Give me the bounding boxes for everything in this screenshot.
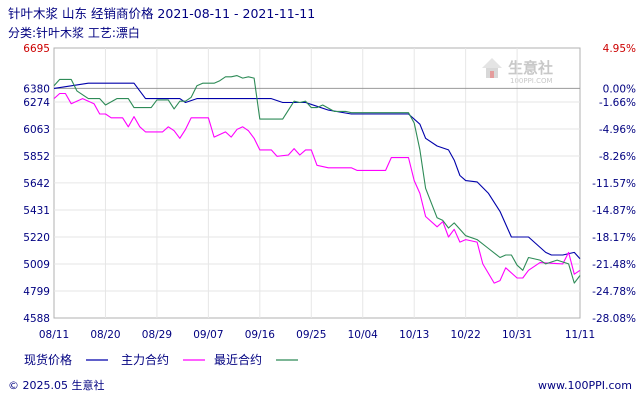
- y-tick-label-right: -28.08%: [592, 313, 636, 325]
- x-tick-label: 08/20: [90, 329, 120, 341]
- x-axis: 08/11 08/20 08/29 09/07 09/16 09/25 10/04 10/13…: [39, 329, 595, 341]
- x-tick-label: 10/31: [502, 329, 532, 341]
- y-tick-label-right: 0.00%: [603, 83, 636, 95]
- footer-url: www.100PPI.com: [538, 379, 632, 392]
- y-tick-label-left: 6380: [23, 83, 50, 95]
- y-axis-left: 6695 6380 6274 6063 5852 5642 5431 5220 5009 4799…: [23, 43, 50, 325]
- footer-copyright: © 2025.05 生意社: [8, 378, 104, 392]
- legend-label-main: 主力合约: [121, 352, 169, 367]
- y-tick-label-right: -11.57%: [592, 178, 636, 190]
- x-tick-label: 09/16: [245, 329, 276, 341]
- y-tick-label-left: 5852: [23, 151, 50, 163]
- y-tick-label-right: -14.87%: [592, 205, 636, 217]
- watermark-url: 100PPI.COM: [510, 77, 553, 85]
- y-tick-label-right: -4.96%: [599, 124, 636, 136]
- y-tick-label-right: -24.78%: [592, 286, 636, 298]
- chart-title: 针叶木浆 山东 经销商价格 2021-08-11 - 2021-11-11: [8, 6, 315, 21]
- logo-roof-icon: [482, 58, 502, 68]
- series-line-main: [53, 92, 581, 284]
- y-tick-label-left: 6274: [23, 97, 50, 109]
- y-tick-label-left: 4588: [23, 313, 50, 325]
- watermark-logo: 生意社 100PPI.COM: [482, 58, 553, 85]
- y-tick-label-right: -21.48%: [592, 259, 636, 271]
- y-tick-label-right: -18.17%: [592, 232, 636, 244]
- x-tick-label: 10/22: [451, 329, 481, 341]
- x-tick-label: 09/07: [193, 329, 223, 341]
- y-tick-label-left: 5642: [23, 178, 50, 190]
- y-tick-label-left: 5431: [23, 205, 50, 217]
- series-line-spot: [53, 82, 581, 260]
- watermark-name: 生意社: [508, 59, 553, 77]
- legend-label-recent: 最近合约: [214, 352, 262, 367]
- y-tick-label-left: 5009: [23, 259, 50, 271]
- chart-subtitle: 分类:针叶木浆 工艺:漂白: [8, 25, 140, 40]
- series-lines: [53, 75, 581, 284]
- y-tick-label-left: 6695: [23, 43, 50, 55]
- y-tick-label-left: 5220: [23, 232, 50, 244]
- x-tick-label: 08/11: [39, 329, 69, 341]
- legend-label-spot: 现货价格: [24, 352, 72, 367]
- grid-lines: [54, 48, 580, 318]
- y-tick-label-left: 4799: [23, 286, 50, 298]
- y-tick-label-right: 4.95%: [603, 43, 636, 55]
- x-tick-label: 08/29: [142, 329, 172, 341]
- logo-door-icon: [490, 71, 494, 78]
- series-line-recent: [53, 75, 581, 284]
- y-tick-label-right: -1.66%: [599, 97, 636, 109]
- y-tick-label-left: 6063: [23, 124, 50, 136]
- x-tick-label: 10/04: [348, 329, 379, 341]
- legend: 现货价格 主力合约 最近合约: [24, 352, 298, 367]
- y-axis-right: 4.95% 0.00% -1.66% -4.96% -8.26% -11.57% -14.8…: [592, 43, 636, 325]
- x-tick-label: 10/13: [399, 329, 429, 341]
- x-tick-label: 11/11: [565, 329, 595, 341]
- x-tick-label: 09/25: [296, 329, 326, 341]
- y-tick-label-right: -8.26%: [599, 151, 636, 163]
